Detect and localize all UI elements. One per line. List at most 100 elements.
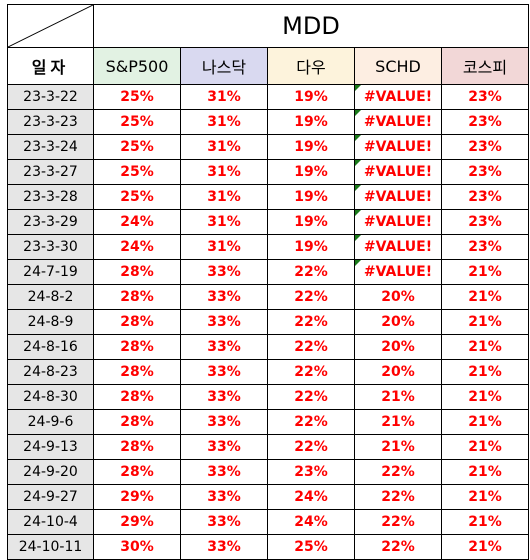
diagonal-corner-cell[interactable]	[7, 4, 94, 48]
value-cell[interactable]: 22%	[267, 284, 355, 310]
value-cell[interactable]: 19%	[267, 184, 355, 210]
value-cell[interactable]: 31%	[180, 209, 268, 235]
value-cell[interactable]: 25%	[267, 534, 355, 560]
header-1[interactable]: S&P500	[93, 47, 181, 85]
value-cell[interactable]: 33%	[180, 459, 268, 485]
value-cell[interactable]: 31%	[180, 134, 268, 160]
value-cell[interactable]: 28%	[93, 334, 181, 360]
value-cell[interactable]: 21%	[441, 334, 529, 360]
value-cell[interactable]: 19%	[267, 84, 355, 110]
date-cell[interactable]: 24-7-19	[7, 259, 94, 285]
date-cell[interactable]: 24-9-27	[7, 484, 94, 510]
value-cell[interactable]: 19%	[267, 134, 355, 160]
value-cell[interactable]: 23%	[441, 234, 529, 260]
value-cell[interactable]: 21%	[441, 534, 529, 560]
value-cell[interactable]: 33%	[180, 284, 268, 310]
value-cell[interactable]: #VALUE!	[354, 109, 442, 135]
value-cell[interactable]: 21%	[441, 434, 529, 460]
date-cell[interactable]: 23-3-27	[7, 159, 94, 185]
value-cell[interactable]: #VALUE!	[354, 159, 442, 185]
date-cell[interactable]: 23-3-30	[7, 234, 94, 260]
header-5[interactable]: 코스피	[441, 47, 529, 85]
value-cell[interactable]: 21%	[354, 409, 442, 435]
value-cell[interactable]: 21%	[441, 509, 529, 535]
value-cell[interactable]: 22%	[267, 359, 355, 385]
value-cell[interactable]: 20%	[354, 309, 442, 335]
value-cell[interactable]: 21%	[441, 259, 529, 285]
value-cell[interactable]: 23%	[267, 459, 355, 485]
value-cell[interactable]: 22%	[354, 459, 442, 485]
value-cell[interactable]: 28%	[93, 459, 181, 485]
date-cell[interactable]: 23-3-22	[7, 84, 94, 110]
value-cell[interactable]: 29%	[93, 509, 181, 535]
date-cell[interactable]: 24-9-20	[7, 459, 94, 485]
date-cell[interactable]: 23-3-23	[7, 109, 94, 135]
date-cell[interactable]: 24-9-6	[7, 409, 94, 435]
table-title[interactable]: MDD	[93, 4, 529, 48]
value-cell[interactable]: 25%	[93, 134, 181, 160]
value-cell[interactable]: 22%	[267, 434, 355, 460]
value-cell[interactable]: #VALUE!	[354, 134, 442, 160]
date-cell[interactable]: 23-3-28	[7, 184, 94, 210]
date-cell[interactable]: 23-3-24	[7, 134, 94, 160]
value-cell[interactable]: 22%	[267, 309, 355, 335]
date-cell[interactable]: 24-8-9	[7, 309, 94, 335]
value-cell[interactable]: 22%	[267, 334, 355, 360]
value-cell[interactable]: 24%	[267, 484, 355, 510]
value-cell[interactable]: 30%	[93, 534, 181, 560]
value-cell[interactable]: 28%	[93, 359, 181, 385]
value-cell[interactable]: 21%	[441, 409, 529, 435]
value-cell[interactable]: 25%	[93, 184, 181, 210]
value-cell[interactable]: 29%	[93, 484, 181, 510]
value-cell[interactable]: 33%	[180, 334, 268, 360]
date-cell[interactable]: 23-3-29	[7, 209, 94, 235]
value-cell[interactable]: 19%	[267, 234, 355, 260]
value-cell[interactable]: 23%	[441, 209, 529, 235]
date-cell[interactable]: 24-10-4	[7, 509, 94, 535]
value-cell[interactable]: #VALUE!	[354, 259, 442, 285]
value-cell[interactable]: 33%	[180, 309, 268, 335]
date-cell[interactable]: 24-8-23	[7, 359, 94, 385]
value-cell[interactable]: 24%	[93, 234, 181, 260]
value-cell[interactable]: 23%	[441, 109, 529, 135]
value-cell[interactable]: 28%	[93, 309, 181, 335]
date-cell[interactable]: 24-8-30	[7, 384, 94, 410]
value-cell[interactable]: 31%	[180, 159, 268, 185]
value-cell[interactable]: 28%	[93, 284, 181, 310]
value-cell[interactable]: 21%	[441, 284, 529, 310]
value-cell[interactable]: 23%	[441, 134, 529, 160]
value-cell[interactable]: 22%	[267, 259, 355, 285]
value-cell[interactable]: 33%	[180, 484, 268, 510]
value-cell[interactable]: 31%	[180, 184, 268, 210]
value-cell[interactable]: 33%	[180, 359, 268, 385]
value-cell[interactable]: 22%	[354, 509, 442, 535]
date-cell[interactable]: 24-9-13	[7, 434, 94, 460]
value-cell[interactable]: 28%	[93, 259, 181, 285]
value-cell[interactable]: 33%	[180, 409, 268, 435]
value-cell[interactable]: 22%	[267, 409, 355, 435]
date-cell[interactable]: 24-10-11	[7, 534, 94, 560]
value-cell[interactable]: 31%	[180, 84, 268, 110]
header-3[interactable]: 다우	[267, 47, 355, 85]
value-cell[interactable]: 20%	[354, 284, 442, 310]
value-cell[interactable]: 31%	[180, 234, 268, 260]
value-cell[interactable]: 25%	[93, 159, 181, 185]
date-cell[interactable]: 24-8-16	[7, 334, 94, 360]
value-cell[interactable]: 21%	[441, 359, 529, 385]
header-2[interactable]: 나스닥	[180, 47, 268, 85]
value-cell[interactable]: 23%	[441, 159, 529, 185]
value-cell[interactable]: 33%	[180, 384, 268, 410]
value-cell[interactable]: 20%	[354, 334, 442, 360]
value-cell[interactable]: 21%	[441, 484, 529, 510]
value-cell[interactable]: 22%	[267, 384, 355, 410]
value-cell[interactable]: 28%	[93, 434, 181, 460]
value-cell[interactable]: 22%	[354, 534, 442, 560]
value-cell[interactable]: 25%	[93, 109, 181, 135]
value-cell[interactable]: 28%	[93, 409, 181, 435]
value-cell[interactable]: #VALUE!	[354, 234, 442, 260]
value-cell[interactable]: 24%	[93, 209, 181, 235]
value-cell[interactable]: 28%	[93, 384, 181, 410]
value-cell[interactable]: 21%	[441, 459, 529, 485]
value-cell[interactable]: 33%	[180, 259, 268, 285]
value-cell[interactable]: #VALUE!	[354, 184, 442, 210]
